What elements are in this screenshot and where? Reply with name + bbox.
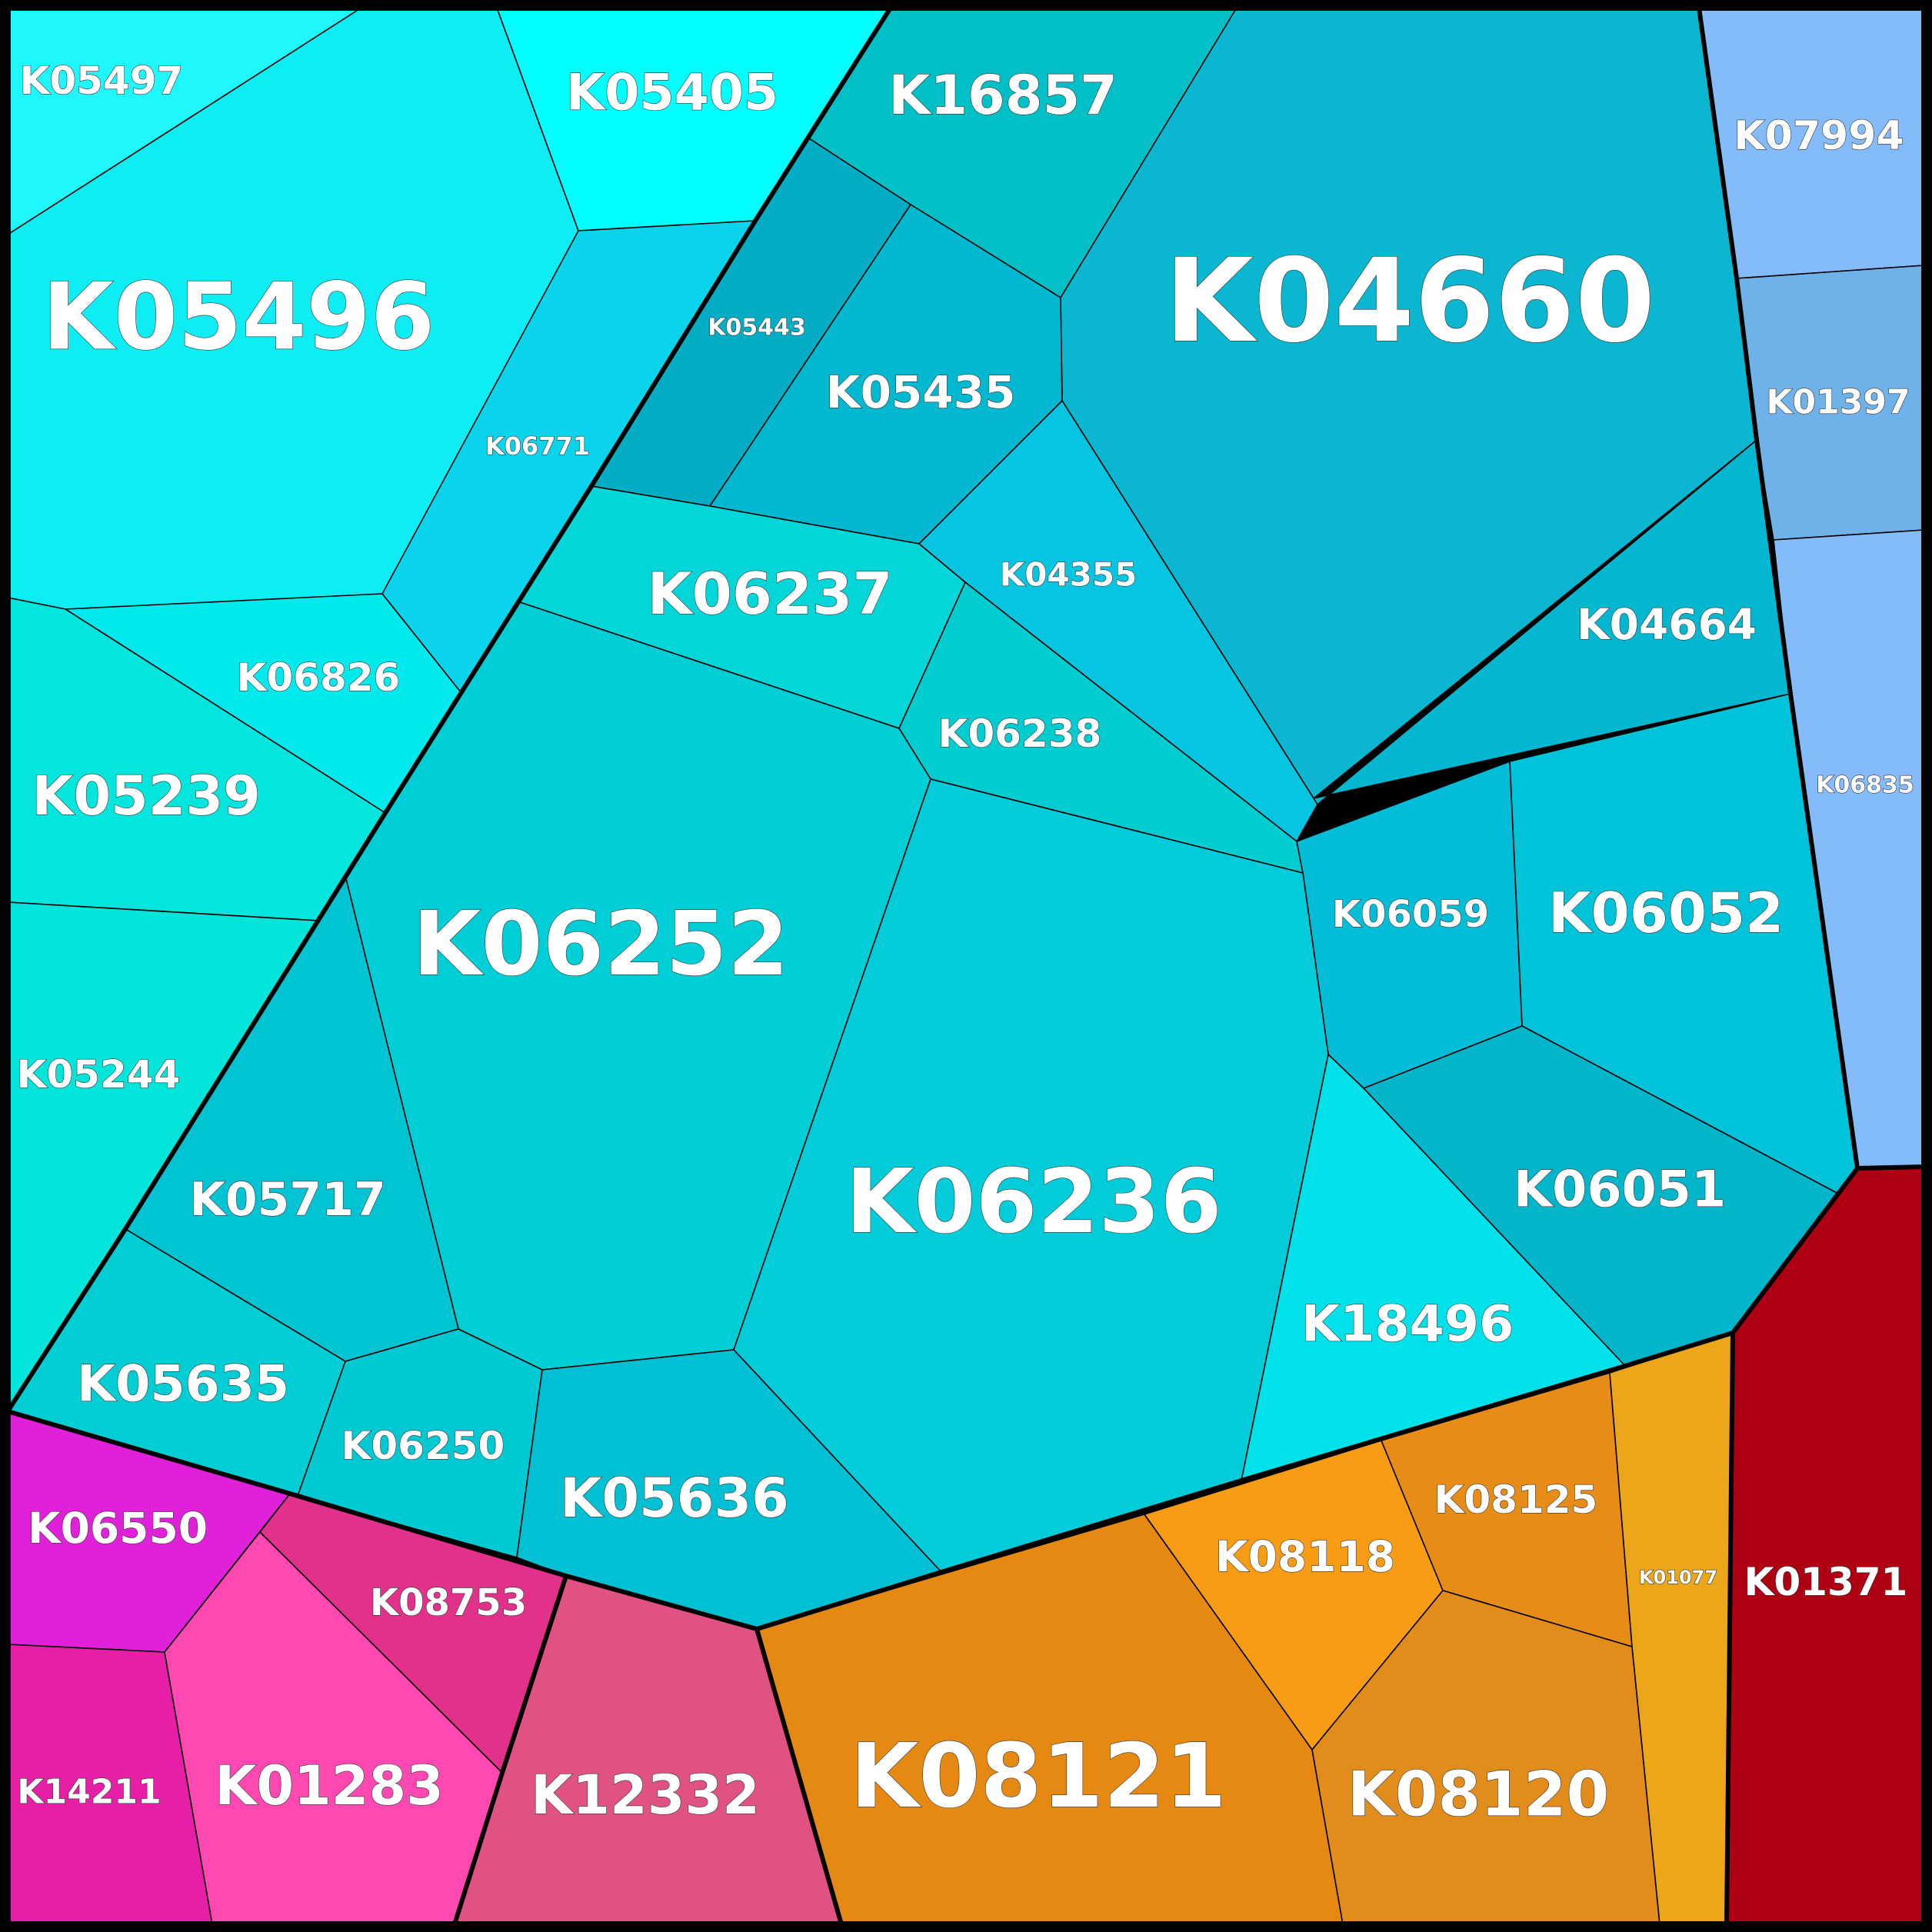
cell-label-k16857: K16857 — [888, 64, 1118, 127]
cell-label-k04660: K04660 — [1164, 235, 1655, 368]
cell-label-k05496: K05496 — [42, 265, 435, 371]
cell-k04355 — [918, 400, 1318, 842]
group-border-4 — [754, 1628, 844, 1925]
cell-label-k05239: K05239 — [32, 764, 261, 828]
cell-label-k14211: K14211 — [17, 1773, 161, 1812]
group-border-5 — [1724, 1332, 1735, 1925]
cell-label-k04664: K04664 — [1577, 600, 1757, 649]
cell-label-k08753: K08753 — [370, 1581, 527, 1624]
cell-label-k06051: K06051 — [1514, 1161, 1727, 1219]
cell-label-k06835: K06835 — [1816, 772, 1914, 799]
cell-label-k04355: K04355 — [1000, 556, 1138, 594]
cell-label-k05435: K05435 — [826, 366, 1016, 418]
cell-label-k18496: K18496 — [1301, 1296, 1514, 1354]
cell-label-k06236: K06236 — [845, 1151, 1221, 1254]
cell-label-k06771: K06771 — [485, 431, 590, 461]
cell-label-k12332: K12332 — [531, 1764, 760, 1827]
cell-label-k01371: K01371 — [1744, 1560, 1908, 1604]
cell-label-k07994: K07994 — [1734, 113, 1904, 159]
cell-label-k06238: K06238 — [938, 711, 1102, 756]
cell-label-k06550: K06550 — [28, 1504, 208, 1553]
cell-label-k08121: K08121 — [850, 1725, 1226, 1828]
cell-label-k06826: K06826 — [237, 655, 401, 700]
cell-label-k01077: K01077 — [1639, 1567, 1717, 1588]
group-border-0 — [5, 6, 893, 1413]
cell-label-k08120: K08120 — [1347, 1759, 1609, 1830]
cell-label-k05405: K05405 — [566, 65, 779, 122]
cell-label-k05635: K05635 — [77, 1356, 290, 1414]
cell-label-k05443: K05443 — [708, 315, 806, 341]
cell-label-k05717: K05717 — [189, 1173, 385, 1227]
group-border-1 — [1697, 7, 1925, 1171]
cell-label-k06250: K06250 — [341, 1424, 505, 1468]
cell-label-k05244: K05244 — [17, 1052, 181, 1097]
group-border-2 — [7, 1167, 1860, 1631]
cell-label-k06252: K06252 — [412, 893, 788, 996]
cell-label-k05636: K05636 — [560, 1467, 789, 1530]
cell-label-k06059: K06059 — [1332, 893, 1489, 936]
cell-label-k08118: K08118 — [1215, 1532, 1395, 1581]
cell-label-k08125: K08125 — [1434, 1477, 1598, 1522]
cell-label-k06052: K06052 — [1548, 881, 1784, 945]
cell-label-k01397: K01397 — [1766, 383, 1910, 422]
group-border-3 — [452, 1575, 568, 1925]
cell-label-k06237: K06237 — [647, 560, 892, 628]
cell-label-k05497: K05497 — [20, 58, 184, 103]
cell-label-k01283: K01283 — [215, 1754, 444, 1817]
